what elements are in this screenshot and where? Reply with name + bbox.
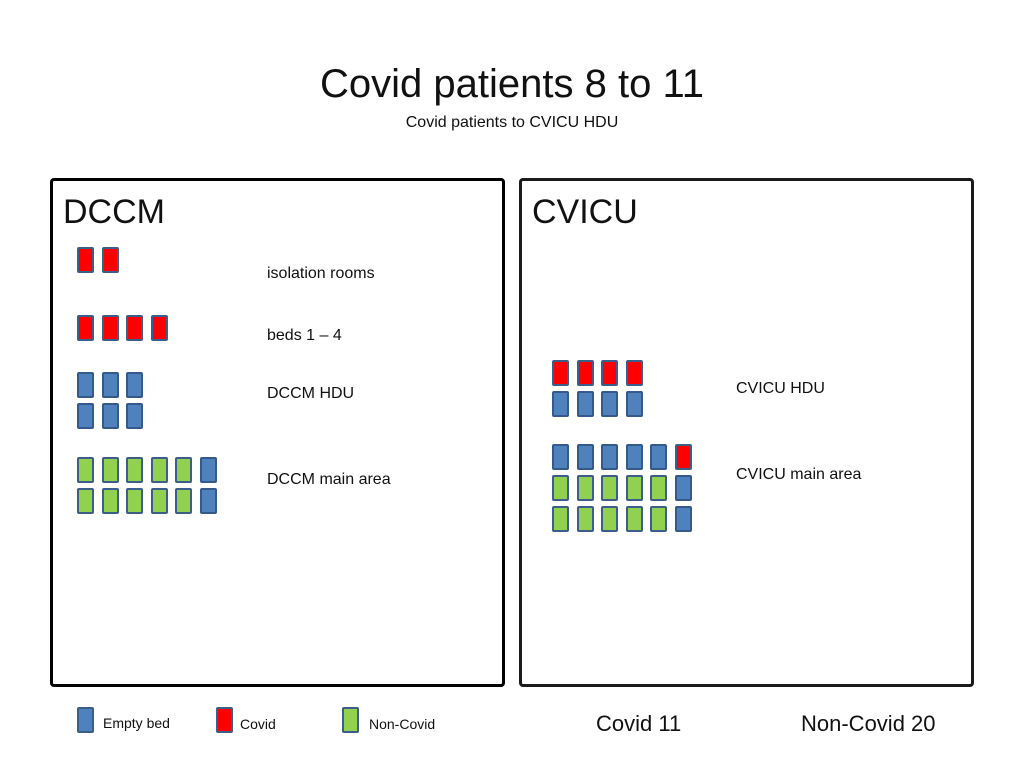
slide-subtitle: Covid patients to CVICU HDU: [405, 114, 619, 131]
dccm-bed-noncovid: [77, 488, 94, 514]
cvicu-bed-empty: [675, 475, 692, 501]
cvicu-bed-empty: [625, 444, 643, 470]
cvicu-bed-noncovid: [601, 475, 619, 501]
dccm-bed-noncovid: [175, 488, 193, 514]
legend-label-covid: Covid: [240, 716, 276, 732]
cvicu-bed-noncovid: [625, 475, 643, 501]
dccm-bed-empty: [77, 372, 94, 398]
cvicu-panel: CVICU CVICU HDU CVICU main area: [519, 178, 974, 687]
cvicu-bed-noncovid: [650, 506, 668, 532]
dccm-bed-covid: [150, 315, 168, 341]
dccm-bed-covid: [77, 247, 94, 273]
cvicu-bed-covid: [576, 360, 594, 386]
cvicu-bed-empty: [625, 391, 643, 417]
dccm-bed-empty: [126, 372, 144, 398]
dccm-bed-empty: [101, 372, 119, 398]
cvicu-bed-empty: [552, 444, 569, 470]
dccm-main-label: DCCM main area: [267, 471, 391, 488]
slide-title: Covid patients 8 to 11: [320, 62, 704, 106]
cvicu-bed-empty: [576, 444, 594, 470]
cvicu-bed-noncovid: [552, 475, 569, 501]
cvicu-bed-noncovid: [576, 506, 594, 532]
noncovid-total: Non-Covid 20: [801, 711, 936, 736]
cvicu-bed-noncovid: [552, 506, 569, 532]
cvicu-bed-noncovid: [576, 475, 594, 501]
cvicu-bed-empty: [552, 391, 569, 417]
cvicu-bed-empty: [675, 506, 692, 532]
dccm-beds-label: beds 1 – 4: [267, 327, 342, 344]
dccm-bed-empty: [200, 488, 217, 514]
cvicu-hdu-label: CVICU HDU: [736, 380, 825, 397]
covid-total: Covid 11: [596, 711, 682, 736]
cvicu-bed-empty: [601, 391, 619, 417]
cvicu-bed-empty: [601, 444, 619, 470]
dccm-bed-noncovid: [150, 488, 168, 514]
dccm-bed-covid: [126, 315, 144, 341]
cvicu-bed-empty: [650, 444, 668, 470]
cvicu-bed-noncovid: [650, 475, 668, 501]
cvicu-bed-covid: [552, 360, 569, 386]
dccm-hdu-label: DCCM HDU: [267, 385, 355, 402]
legend-label-empty: Empty bed: [103, 715, 170, 731]
dccm-bed-empty: [126, 403, 144, 429]
legend-label-noncovid: Non-Covid: [369, 716, 436, 732]
cvicu-bed-empty: [576, 391, 594, 417]
cvicu-bed-covid: [601, 360, 619, 386]
dccm-bed-empty: [200, 457, 217, 483]
dccm-bed-noncovid: [101, 488, 119, 514]
dccm-bed-covid: [77, 315, 94, 341]
cvicu-bed-noncovid: [625, 506, 643, 532]
cvicu-title: CVICU: [532, 193, 638, 231]
legend-swatch-covid: [216, 707, 233, 733]
dccm-panel: DCCM isolation rooms beds 1 – 4 DCCM HDU…: [50, 178, 505, 687]
cvicu-main-label: CVICU main area: [736, 466, 862, 483]
dccm-bed-noncovid: [101, 457, 119, 483]
legend-swatch-empty: [77, 707, 94, 733]
dccm-bed-noncovid: [175, 457, 193, 483]
dccm-bed-empty: [77, 403, 94, 429]
dccm-bed-noncovid: [126, 457, 144, 483]
dccm-bed-empty: [101, 403, 119, 429]
dccm-bed-noncovid: [150, 457, 168, 483]
cvicu-bed-covid: [675, 444, 692, 470]
cvicu-bed-covid: [625, 360, 643, 386]
dccm-bed-covid: [101, 315, 119, 341]
dccm-title: DCCM: [63, 193, 165, 231]
legend-swatch-noncovid: [342, 707, 359, 733]
dccm-bed-covid: [101, 247, 119, 273]
dccm-isolation-label: isolation rooms: [267, 265, 375, 282]
dccm-bed-noncovid: [126, 488, 144, 514]
dccm-bed-noncovid: [77, 457, 94, 483]
cvicu-bed-noncovid: [601, 506, 619, 532]
